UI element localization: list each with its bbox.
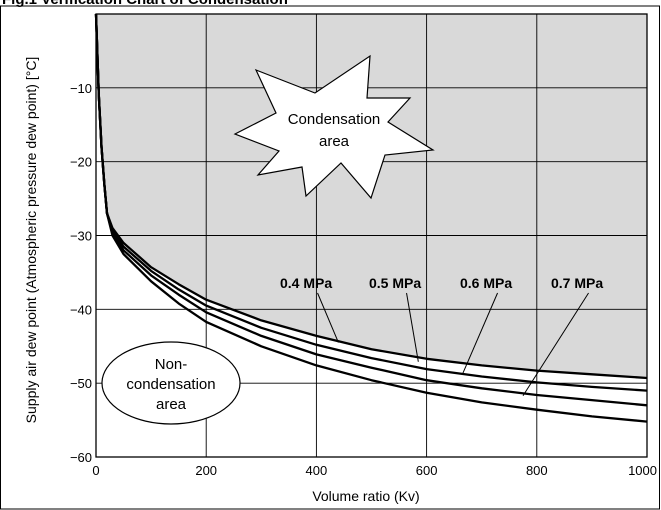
figure-title: Fig.1 Verification Chart of Condensation: [2, 0, 288, 8]
leader-line-3: [461, 292, 499, 375]
x-tick-label: 600: [416, 463, 438, 478]
non-condensation-area-ellipse: [101, 341, 241, 425]
leader-line-4: [522, 292, 589, 396]
condensation-area-label-line2: area: [319, 133, 350, 150]
x-tick-label: 1000: [628, 463, 657, 478]
curve-label-4: 0.7 MPa: [551, 275, 603, 291]
x-tick-label: 800: [526, 463, 548, 478]
x-axis-label: Volume ratio (Kv): [312, 488, 419, 504]
outer-frame: [0, 5, 660, 510]
non-condensation-label-line1: Non-: [155, 356, 188, 373]
x-tick-labels: 0 200 400 600 800 1000: [92, 463, 657, 478]
condensation-area-burst: [233, 54, 435, 200]
leader-line-1: [317, 292, 339, 343]
y-tick-label: −30: [70, 229, 92, 244]
y-tick-label: −50: [70, 376, 92, 391]
y-axis-label: Supply air dew point (Atmospheric pressu…: [23, 57, 39, 424]
curve-4: [94, 13, 648, 423]
y-tick-label: −40: [70, 302, 92, 317]
y-tick-label: −60: [70, 450, 92, 465]
curve-label-3: 0.6 MPa: [460, 275, 512, 291]
leader-line-2: [406, 292, 419, 362]
y-tick-labels: −10 −20 −30 −40 −50 −60: [70, 81, 92, 465]
plot-frame: [95, 13, 648, 458]
curves: [94, 13, 648, 423]
curve-label-1: 0.4 MPa: [280, 275, 332, 291]
non-condensation-label-line3: area: [156, 396, 187, 413]
y-tick-label: −10: [70, 81, 92, 96]
condensation-area-label-line1: Condensation: [288, 111, 381, 128]
non-condensation-label-line2: condensation: [126, 376, 215, 393]
x-tick-label: 200: [195, 463, 217, 478]
curve-labels: 0.4 MPa 0.5 MPa 0.6 MPa 0.7 MPa: [280, 275, 603, 291]
x-tick-label: 400: [306, 463, 328, 478]
label-leaders: [317, 292, 589, 396]
curve-label-2: 0.5 MPa: [369, 275, 421, 291]
x-tick-label: 0: [92, 463, 99, 478]
y-tick-label: −20: [70, 155, 92, 170]
